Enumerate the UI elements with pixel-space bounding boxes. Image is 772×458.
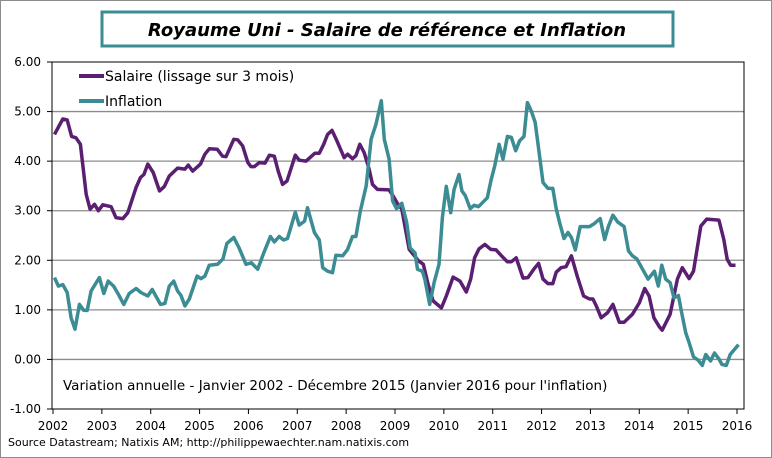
x-tick-label: 2005	[184, 419, 215, 433]
series-line-inflation	[52, 98, 740, 368]
x-tick-label: 2007	[282, 419, 313, 433]
x-tick-label: 2008	[331, 419, 362, 433]
title-box	[100, 10, 675, 48]
grid	[52, 110, 744, 361]
x-tick-label: 2009	[380, 419, 411, 433]
x-tick-label: 2002	[38, 419, 69, 433]
y-tick-label: 1.00	[14, 303, 41, 317]
x-tick-label: 2011	[477, 419, 508, 433]
x-tick-label: 2016	[722, 419, 753, 433]
x-axis: 2002 2003 2004 2005 2006 2007 2008 2009 2010 2011…	[38, 409, 753, 433]
source-note: Source Datastream; Natixis AM; http://ph…	[8, 436, 409, 449]
plot-area	[51, 61, 745, 410]
legend-label-inflation: Inflation	[105, 94, 162, 110]
y-tick-label: 0.00	[14, 352, 41, 366]
y-tick-label: 4.00	[14, 154, 41, 168]
legend-label-salaire: Salaire (lissage sur 3 mois)	[105, 69, 294, 85]
y-tick-label: -1.00	[10, 402, 41, 416]
x-tick-label: 2012	[526, 419, 557, 433]
y-tick-label: 5.00	[14, 105, 41, 119]
legend: Salaire (lissage sur 3 mois) Inflation	[79, 69, 294, 110]
y-axis: -1.00 0.00 1.00 2.00 3.00 4.00 5.00 6.00	[10, 55, 52, 416]
x-tick-label: 2003	[87, 419, 118, 433]
x-tick-label: 2004	[135, 419, 166, 433]
x-tick-label: 2013	[575, 419, 606, 433]
x-tick-label: 2006	[233, 419, 264, 433]
chart-annotation: Variation annuelle - Janvier 2002 - Déce…	[63, 378, 607, 394]
x-tick-label: 2010	[429, 419, 460, 433]
chart-title: Royaume Uni - Salaire de référence et In…	[148, 20, 626, 41]
x-tick-label: 2014	[624, 419, 655, 433]
series-line-salaire	[52, 117, 736, 332]
series-lines	[52, 98, 740, 368]
x-tick-label: 2015	[673, 419, 704, 433]
y-tick-label: 6.00	[14, 55, 41, 69]
y-tick-label: 2.00	[14, 253, 41, 267]
y-tick-label: 3.00	[14, 204, 41, 218]
